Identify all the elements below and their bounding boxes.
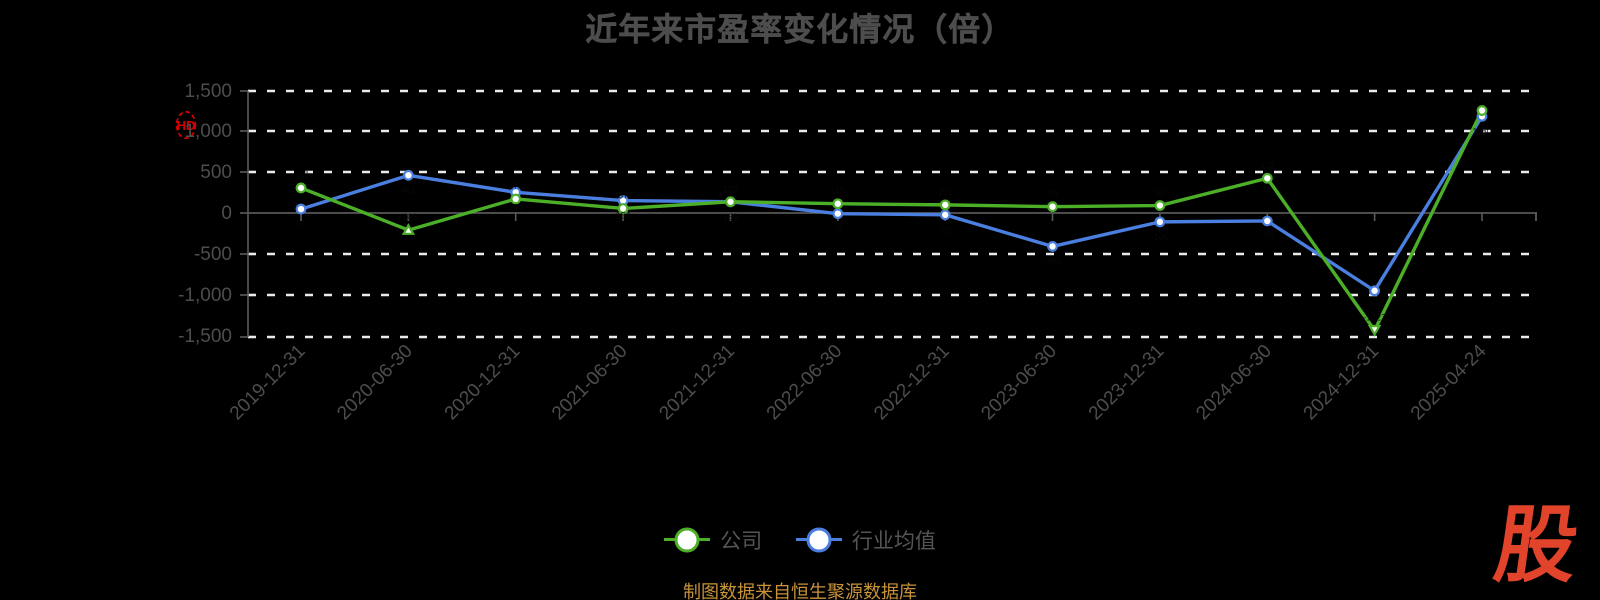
svg-text:2024-06-30: 2024-06-30: [1192, 341, 1276, 425]
svg-text:-1427: -1427: [1363, 312, 1386, 322]
svg-text:-405: -405: [1043, 256, 1061, 266]
svg-text:1,500: 1,500: [184, 81, 232, 102]
svg-text:139: 139: [723, 212, 738, 222]
svg-text:50: 50: [296, 219, 306, 229]
svg-text:57: 57: [618, 191, 628, 201]
svg-text:-6: -6: [834, 224, 842, 234]
svg-text:2024-12-31: 2024-12-31: [1300, 341, 1384, 425]
svg-text:2021-06-30: 2021-06-30: [548, 341, 632, 425]
svg-text:79: 79: [1047, 189, 1057, 199]
svg-text:-500: -500: [194, 244, 232, 265]
svg-text:-945: -945: [1366, 301, 1384, 311]
svg-text:1,000: 1,000: [184, 121, 232, 142]
svg-text:307: 307: [293, 170, 308, 180]
svg-text:2019-12-31: 2019-12-31: [226, 341, 310, 425]
svg-text:-206: -206: [399, 212, 417, 222]
svg-text:500: 500: [200, 162, 232, 183]
svg-text:1180: 1180: [1472, 126, 1491, 136]
svg-text:2022-12-31: 2022-12-31: [870, 341, 954, 425]
svg-text:154: 154: [616, 211, 631, 221]
svg-text:2022-06-30: 2022-06-30: [763, 341, 847, 425]
svg-text:0: 0: [221, 203, 232, 224]
svg-text:254: 254: [508, 202, 523, 212]
svg-text:2023-12-31: 2023-12-31: [1085, 341, 1169, 425]
svg-text:2025-04-24: 2025-04-24: [1407, 340, 1491, 424]
svg-text:2020-12-31: 2020-12-31: [441, 341, 525, 425]
svg-text:115: 115: [831, 186, 845, 196]
svg-text:-95: -95: [1261, 231, 1274, 241]
svg-text:-106: -106: [1151, 232, 1169, 242]
svg-text:-1,000: -1,000: [178, 285, 232, 306]
svg-text:461: 461: [401, 185, 416, 195]
svg-text:2021-12-31: 2021-12-31: [655, 341, 739, 425]
svg-text:93: 93: [1155, 188, 1165, 198]
svg-text:425: 425: [1260, 160, 1275, 170]
svg-text:173: 173: [508, 181, 523, 191]
svg-text:-1,500: -1,500: [178, 326, 232, 347]
svg-text:2023-06-30: 2023-06-30: [977, 341, 1061, 425]
svg-text:1250: 1250: [1472, 93, 1492, 103]
svg-text:2020-06-30: 2020-06-30: [333, 341, 417, 425]
svg-text:-20: -20: [939, 225, 952, 235]
svg-text:101: 101: [938, 187, 953, 197]
svg-text:139: 139: [723, 184, 738, 194]
